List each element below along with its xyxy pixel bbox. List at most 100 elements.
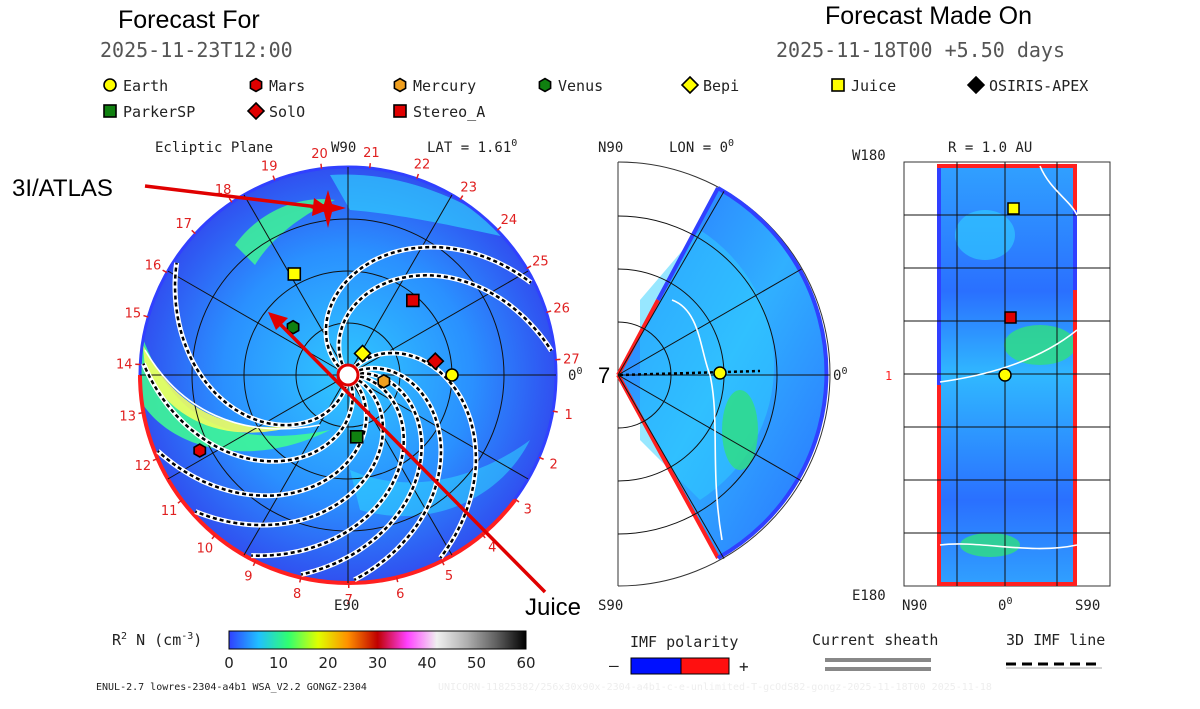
- lonlat-bottom-left: E180: [852, 588, 886, 604]
- rim-tick: [320, 163, 323, 169]
- rim-tick: [441, 560, 445, 566]
- current-sheath-label: Current sheath: [812, 631, 938, 649]
- imf-line: [156, 377, 368, 497]
- rim-number: 23: [460, 180, 477, 195]
- rim-tick: [481, 533, 486, 539]
- rim-tick: [368, 163, 372, 169]
- legend-label: Venus: [558, 77, 603, 95]
- ecliptic-imf-lines: [141, 244, 554, 583]
- rim-number: 26: [553, 302, 570, 317]
- annotations: 3I/ATLAS Juice: [12, 175, 581, 621]
- colorbar-tick-label: 60: [516, 654, 535, 672]
- imf-polarity-positive: [680, 657, 730, 675]
- solo-marker: [426, 352, 445, 371]
- parkersp-marker: [349, 429, 364, 444]
- osiris-apex-legend-marker: [966, 75, 986, 95]
- rim-tick: [143, 314, 149, 318]
- rim-number: 6: [396, 587, 404, 602]
- colorbar-label: R2 N (cm-3): [112, 631, 202, 649]
- rim-number: 25: [532, 254, 549, 269]
- mars-marker: [193, 443, 207, 458]
- rim-tick: [177, 499, 183, 504]
- comet-star-marker: [310, 190, 346, 228]
- ecliptic-grid-spoke: [347, 270, 529, 376]
- rim-tick: [395, 577, 399, 583]
- lonlat-grid: [904, 162, 1110, 586]
- ecliptic-right-label: 00: [568, 366, 582, 384]
- lonlat-side-red: [937, 166, 1077, 584]
- imf-polarity-plus: +: [739, 657, 749, 676]
- rim-number: 3: [524, 503, 532, 518]
- juice-arrow: [276, 320, 547, 594]
- rim-number: 24: [501, 213, 518, 228]
- rim-number: 8: [293, 587, 301, 602]
- ecliptic-lat: LAT = 1.610: [427, 138, 517, 156]
- imf-line: [300, 372, 423, 576]
- imf-line: [251, 374, 405, 557]
- imf-line-label: 3D IMF line: [1006, 631, 1105, 649]
- current-sheath-line-2: [825, 667, 931, 671]
- comet-arrow: [144, 184, 319, 209]
- colorbar-tick-label: 40: [417, 654, 436, 672]
- forecast-for-label: Forecast For: [118, 6, 260, 34]
- rim-number: 17: [175, 217, 192, 232]
- stream-north: [330, 174, 520, 240]
- colorbar-tick-label: 30: [368, 654, 387, 672]
- imf-line: [173, 262, 349, 427]
- stream-south: [350, 440, 530, 517]
- colorbar-tick-label: 20: [318, 654, 337, 672]
- rim-number: 2: [550, 458, 558, 473]
- ecliptic-polarity-rim: [138, 374, 517, 586]
- rim-number: 19: [261, 159, 278, 174]
- ecliptic-grid-spoke: [167, 270, 349, 376]
- rim-number: 22: [414, 158, 431, 173]
- rim-number: 10: [197, 541, 214, 556]
- imf-line: [337, 274, 553, 372]
- sun-marker: [336, 363, 360, 387]
- colorbar-tick-label: 50: [467, 654, 486, 672]
- earth-marker: [445, 368, 459, 382]
- meridional-grid-spoke: [617, 268, 802, 376]
- meridional-bottom-label: S90: [598, 598, 623, 614]
- legend-label: Mars: [269, 77, 305, 95]
- lonlat-edge-red: [937, 164, 1077, 586]
- lonlat-juice-marker: [1007, 202, 1020, 215]
- meridional-grid-spoke: [617, 374, 802, 482]
- rim-tick: [552, 410, 558, 413]
- rim-tick: [138, 411, 144, 415]
- rim-tick: [496, 226, 502, 231]
- mars-legend-marker: [249, 77, 263, 93]
- forecast-for-value: 2025-11-23T12:00: [100, 38, 293, 62]
- imf-line: [324, 245, 532, 373]
- legend-label: Mercury: [413, 77, 476, 95]
- ecliptic-objects: [193, 267, 459, 458]
- lonlat-x-mid: 00: [998, 596, 1012, 614]
- meridional-outer-rim: [717, 186, 829, 560]
- juice-legend-marker: [831, 78, 845, 92]
- meridional-right-label: 00: [833, 366, 847, 384]
- juice-arrow-head: [268, 312, 288, 330]
- bepi-marker: [353, 344, 372, 363]
- current-sheath-line-1: [825, 658, 931, 662]
- imf-polarity-label: IMF polarity: [630, 633, 738, 651]
- rim-tick: [459, 195, 464, 201]
- object-legend: Earth Mars Mercury Venus Bepi Juice OSIRIS-APE…: [103, 75, 1088, 121]
- dense-stream-core: [143, 345, 300, 433]
- rim-tick: [211, 534, 216, 540]
- rim-tick: [152, 457, 158, 462]
- solo-legend-marker: [246, 101, 266, 121]
- rim-number: 14: [116, 358, 133, 373]
- juice-marker: [287, 267, 302, 281]
- footer-right: UNICORN-11825382/256x30x90x-2304-a4b1-c-…: [438, 682, 992, 693]
- rim-number: 5: [445, 569, 453, 584]
- legend-label: SolO: [269, 103, 305, 121]
- legend-label: Bepi: [703, 77, 739, 95]
- stereo-a-marker: [406, 293, 420, 308]
- ecliptic-grid-spoke: [243, 194, 349, 376]
- meridional-left-number: 7: [598, 363, 610, 388]
- rim-number: 12: [135, 459, 152, 474]
- meridional-dense-blob: [722, 390, 758, 470]
- meridional-earth-marker: [713, 366, 727, 380]
